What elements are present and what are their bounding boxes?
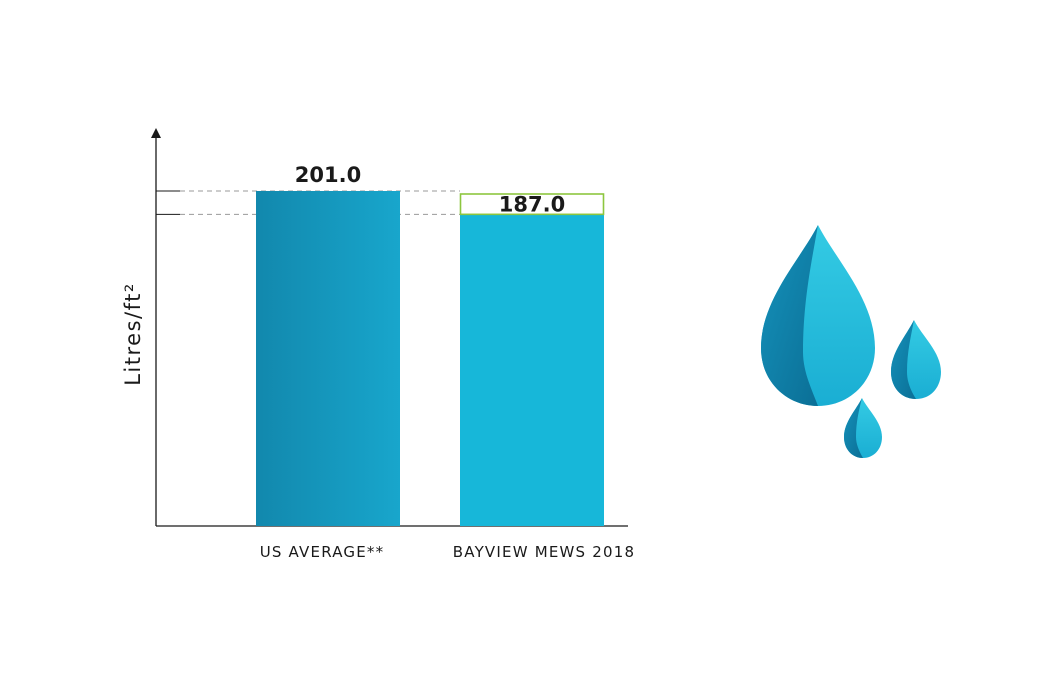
value-label-1: 187.0 [499, 192, 565, 216]
bar-0 [256, 191, 400, 526]
bars [256, 191, 605, 527]
small-drop-icon [844, 398, 882, 458]
difference-highlight-box [459, 193, 605, 216]
water-drops-icon [761, 225, 941, 458]
category-label-1: BAYVIEW MEWS 2018 [453, 543, 635, 561]
medium-drop-icon [891, 320, 941, 399]
category-labels: US AVERAGE** BAYVIEW MEWS 2018 [260, 543, 635, 561]
bar-1 [460, 214, 604, 527]
category-label-0: US AVERAGE** [260, 543, 385, 561]
large-drop-icon [761, 225, 875, 406]
y-axis-arrow [151, 128, 161, 138]
y-axis-label: Litres/ft² [121, 282, 145, 386]
value-label-0: 201.0 [295, 163, 361, 187]
value-labels: 201.0 187.0 [295, 163, 565, 216]
